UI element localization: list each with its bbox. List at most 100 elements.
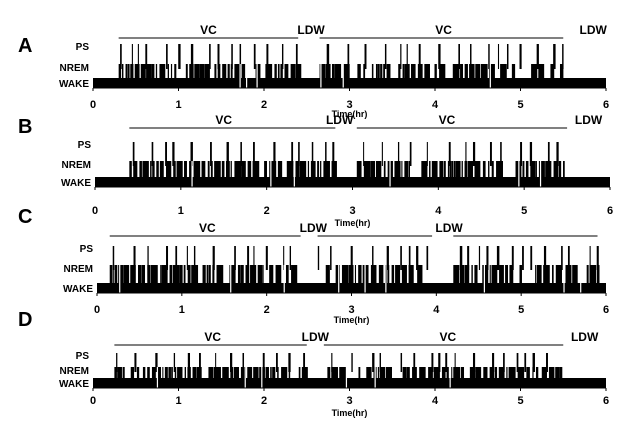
nrem-epoch [162,367,164,383]
nrem-epoch [127,64,130,83]
nrem-epoch [240,265,244,288]
annotation-vc: VC [439,113,456,127]
nrem-epoch [370,161,375,182]
x-tick-label: 3 [349,205,355,217]
nrem-epoch [222,64,227,83]
ps-epoch [350,246,353,270]
ps-epoch [364,44,367,69]
nrem-epoch [320,161,322,182]
x-tick-label: 6 [607,205,613,217]
ps-epoch [186,246,188,270]
ps-epoch [381,142,383,166]
nrem-epoch [469,367,476,383]
ps-epoch [137,44,139,69]
wake-gap [563,265,565,293]
ps-epoch [332,142,335,166]
nrem-epoch [187,367,191,383]
nrem-epoch [543,265,550,288]
nrem-epoch [151,64,155,83]
ps-epoch [386,246,389,270]
x-tick-label: 1 [178,205,184,217]
ps-epoch [193,246,196,270]
ps-epoch [408,246,411,270]
x-tick-label: 3 [346,99,352,111]
nrem-epoch [187,265,191,288]
ps-epoch [445,353,448,372]
nrem-epoch [229,265,236,288]
nrem-epoch [358,367,361,383]
nrem-epoch [141,265,146,288]
ps-epoch [266,44,269,69]
nrem-epoch [469,64,475,83]
ps-epoch [506,44,509,69]
nrem-epoch [366,367,372,383]
x-tick-label: 0 [90,395,96,407]
nrem-epoch [491,265,498,288]
ps-epoch [242,353,245,372]
nrem-epoch [155,64,158,83]
nrem-epoch [112,265,114,288]
wake-gap [483,265,485,293]
ps-epoch [567,246,570,270]
ps-epoch [522,246,524,270]
nrem-epoch [281,367,288,383]
ps-epoch [145,44,148,69]
nrem-epoch [174,64,177,83]
state-label-wake: WAKE [61,178,91,189]
ps-epoch [178,44,181,69]
nrem-epoch [559,64,564,83]
nrem-epoch [511,64,516,83]
annotation-vc: VC [215,113,232,127]
ps-epoch [400,246,402,270]
x-tick-label: 5 [518,304,524,316]
annotation-vc: VC [200,23,217,37]
nrem-epoch [269,265,274,288]
nrem-epoch [230,64,233,83]
nrem-epoch [358,265,362,288]
ps-epoch [397,142,400,166]
nrem-epoch [130,265,136,288]
nrem-epoch [535,161,537,182]
nrem-epoch [140,64,146,83]
ps-epoch [547,142,550,166]
nrem-epoch [572,265,578,288]
nrem-epoch [191,265,199,288]
nrem-epoch [327,367,331,383]
nrem-epoch [421,161,428,182]
wake-gap [580,265,582,293]
ps-epoch [215,353,217,372]
wake-gap [342,64,344,88]
ps-epoch [492,353,495,372]
nrem-epoch [290,64,296,83]
ps-epoch [190,142,193,166]
ps-epoch [239,44,242,69]
nrem-epoch [150,265,158,288]
nrem-epoch [451,161,454,182]
nrem-epoch [184,161,187,182]
nrem-epoch [121,64,124,83]
nrem-epoch [339,367,347,383]
nrem-epoch [494,367,498,383]
nrem-epoch [519,265,522,288]
nrem-epoch [489,64,495,83]
nrem-epoch [475,64,481,83]
nrem-epoch [489,265,491,288]
nrem-epoch [565,265,572,288]
nrem-epoch [183,265,186,288]
wake-gap [156,367,159,388]
nrem-epoch [169,265,173,288]
nrem-epoch [453,367,461,383]
annotation-ldw: LDW [300,221,328,235]
nrem-epoch [194,64,199,83]
nrem-epoch [453,265,460,288]
ps-epoch [363,142,365,166]
wake-gap [374,367,376,388]
ps-epoch [536,44,539,69]
panel-a: A PS NREM WAKE VC LDW VC LDW 0 1 2 3 4 5 6 Time(hr) [18,23,609,119]
nrem-epoch [541,367,547,383]
nrem-epoch [459,265,465,288]
nrem-epoch [391,265,395,288]
nrem-epoch [310,161,316,182]
nrem-epoch [146,64,152,83]
